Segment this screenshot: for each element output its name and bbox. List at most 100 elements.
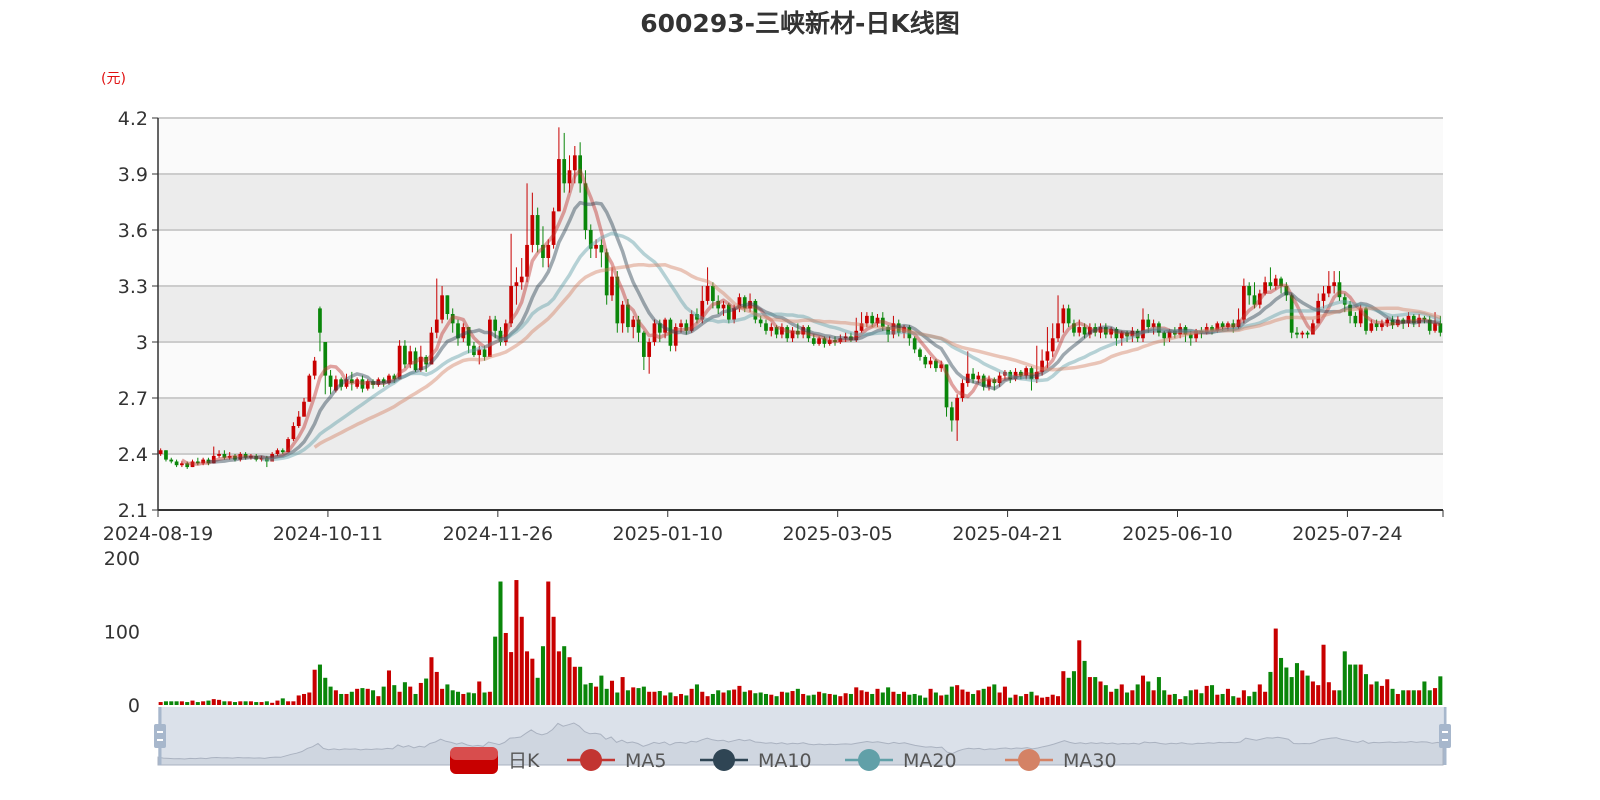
volume-bar — [1417, 690, 1422, 705]
volume-bar — [1279, 657, 1284, 705]
legend-item-ma10[interactable]: MA10 — [700, 749, 812, 772]
volume-bar — [360, 688, 365, 705]
candle-body — [1279, 278, 1283, 286]
candle-body — [472, 345, 476, 356]
candle-body — [296, 416, 301, 426]
volume-bar — [636, 688, 641, 705]
volume-bar — [1427, 690, 1432, 705]
legend-item-ma30[interactable]: MA30 — [1005, 749, 1117, 772]
candle-body — [1295, 332, 1299, 335]
volume-bar — [673, 696, 678, 705]
candle-body — [1411, 315, 1416, 324]
volume-bar — [562, 646, 567, 705]
legend-label[interactable]: MA5 — [625, 750, 666, 772]
candle-body — [1098, 327, 1103, 333]
volume-bar — [710, 693, 715, 705]
legend-item-ma5[interactable]: MA5 — [567, 749, 666, 772]
ma5-line — [180, 168, 1441, 466]
candle-body — [1364, 308, 1368, 331]
volume-bar — [716, 690, 721, 705]
candle-body — [753, 300, 758, 320]
volume-bar — [482, 692, 487, 705]
candle-body — [1103, 327, 1108, 335]
candle-body — [1257, 293, 1262, 305]
handle-grip-mark — [157, 731, 163, 733]
candle-body — [976, 375, 981, 380]
volume-bar — [163, 701, 168, 705]
candle-body — [1401, 319, 1406, 324]
volume-bar — [1358, 664, 1363, 705]
candle-body — [1369, 323, 1374, 331]
legend-label[interactable]: MA30 — [1063, 750, 1117, 772]
candle-body — [944, 364, 949, 408]
x-tick-label: 2025-03-05 — [782, 523, 892, 545]
candle-body — [1061, 308, 1066, 324]
grid-band — [158, 230, 1443, 286]
candle-body — [1433, 323, 1437, 331]
candle-body — [339, 379, 344, 387]
volume-bar — [811, 694, 816, 705]
x-tick-label: 2025-01-10 — [613, 523, 723, 545]
volume-bar — [1231, 696, 1236, 705]
volume-bar — [1348, 664, 1353, 705]
volume-bar — [1332, 690, 1337, 705]
volume-bar — [317, 664, 322, 705]
volume-bar — [471, 693, 476, 705]
volume-bar — [1172, 693, 1177, 705]
candle-body — [960, 383, 965, 398]
candle-body — [583, 183, 588, 230]
legend-label[interactable]: 日K — [508, 750, 540, 772]
candle-body — [578, 155, 582, 184]
candle-body — [1114, 328, 1119, 339]
candle-body — [907, 327, 912, 339]
legend-label[interactable]: MA20 — [903, 750, 957, 772]
candle-body — [1199, 330, 1204, 333]
data-zoom-right-handle[interactable] — [1439, 724, 1451, 748]
candle-body — [387, 375, 391, 384]
volume-bar — [1071, 671, 1076, 705]
legend-label[interactable]: MA10 — [758, 750, 812, 772]
candle-body — [376, 379, 381, 385]
candle-body — [525, 244, 529, 277]
volume-bar — [1390, 688, 1395, 705]
data-zoom-left-handle[interactable] — [154, 724, 166, 748]
volume-bar — [248, 701, 253, 705]
volume-bar — [344, 693, 349, 705]
candle-body — [318, 308, 322, 333]
legend-item-日k[interactable]: 日K — [450, 747, 540, 774]
candle-body — [689, 314, 694, 331]
candle-body — [503, 323, 508, 342]
legend-item-ma20[interactable]: MA20 — [845, 749, 957, 772]
volume-bar — [185, 702, 190, 705]
volume-bar — [705, 696, 710, 705]
volume-bar — [1082, 660, 1087, 705]
candle-body — [397, 345, 402, 380]
candle-body — [1183, 327, 1188, 335]
candle-body — [1019, 371, 1023, 376]
candle-body — [588, 230, 593, 249]
candle-body — [902, 327, 906, 333]
candle-body — [1135, 330, 1140, 339]
volume-bar — [774, 696, 779, 705]
candle-body — [870, 315, 875, 324]
candle-body — [748, 300, 752, 309]
volume-bar — [583, 684, 588, 705]
volume-bar — [864, 691, 869, 705]
legend-circle-icon — [858, 749, 880, 771]
candle-body — [780, 327, 784, 335]
candle-body — [1194, 330, 1198, 339]
candle-body — [955, 398, 960, 421]
volume-bar — [169, 701, 174, 705]
handle-grip-icon[interactable] — [154, 724, 166, 748]
volume-bar — [307, 692, 312, 705]
volume-bar — [949, 686, 954, 705]
candle-body — [1316, 300, 1321, 324]
data-zoom-slider[interactable] — [154, 707, 1451, 766]
candle-body — [509, 286, 513, 324]
candle-body — [742, 297, 747, 309]
candle-body — [488, 319, 492, 357]
handle-grip-icon[interactable] — [1439, 724, 1451, 748]
volume-bar — [1342, 651, 1347, 705]
volume-bar — [270, 702, 275, 705]
volume-bar — [1220, 693, 1225, 705]
